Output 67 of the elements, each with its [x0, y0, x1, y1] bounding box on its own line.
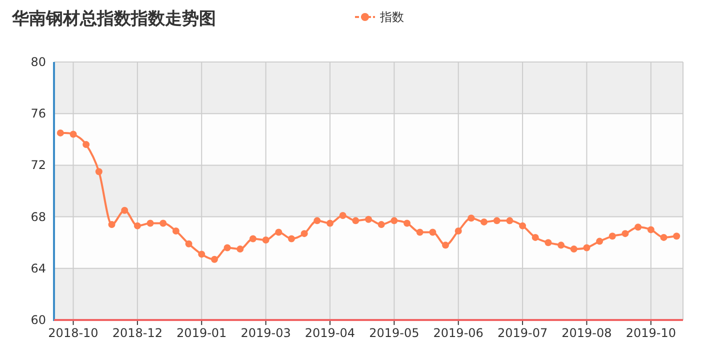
x-tick-label: 2019-04 [304, 326, 356, 340]
point [622, 230, 629, 238]
point [404, 220, 411, 227]
x-tick-label: 2019-08 [562, 326, 612, 340]
y-tick-label: 64 [30, 261, 46, 276]
point [634, 224, 642, 231]
point [185, 240, 192, 248]
point [326, 220, 334, 227]
x-tick-label: 2018-12 [112, 326, 163, 340]
point [468, 214, 475, 222]
legend-label: 指数 [379, 10, 404, 24]
chart-title: 华南钢材总指数指数走势图 [11, 9, 216, 29]
point [570, 246, 578, 253]
point [390, 217, 398, 224]
x-tick-label: 2019-01 [176, 326, 227, 340]
y-tick-label: 72 [30, 158, 46, 172]
y-tick-label: 80 [30, 55, 46, 69]
point [608, 232, 616, 240]
point [352, 217, 360, 224]
point [442, 242, 450, 249]
point [275, 228, 282, 236]
point [300, 230, 308, 238]
point [95, 168, 102, 176]
point [596, 238, 604, 245]
y-tick-label: 60 [30, 313, 46, 327]
point [583, 244, 590, 252]
x-tick-label: 2019-10 [626, 326, 676, 340]
x-tick-label: 2019-03 [240, 326, 291, 340]
point [493, 217, 500, 224]
point [82, 141, 90, 148]
point [160, 220, 167, 227]
point [249, 235, 256, 242]
point [378, 221, 385, 228]
point [262, 236, 270, 244]
point [108, 221, 116, 228]
point [544, 239, 552, 246]
point [172, 227, 180, 234]
point [70, 130, 77, 138]
x-tick-label: 2019-06 [433, 326, 484, 340]
point [198, 250, 206, 258]
point [210, 256, 218, 263]
x-tick-label: 2019-07 [497, 326, 548, 340]
point [532, 234, 539, 241]
point [558, 242, 565, 249]
point [519, 222, 526, 230]
point [339, 212, 346, 220]
point [673, 232, 680, 240]
point [429, 228, 436, 236]
point [288, 235, 295, 242]
point [236, 246, 244, 253]
point [647, 226, 654, 234]
point [146, 220, 154, 227]
y-tick-label: 68 [30, 210, 46, 224]
point [224, 244, 231, 252]
x-tick-label: 2018-10 [48, 326, 98, 340]
point [480, 218, 488, 226]
point [134, 222, 141, 230]
point [365, 216, 372, 223]
point [454, 227, 462, 234]
point [314, 217, 321, 224]
point [660, 234, 668, 241]
point [56, 129, 64, 136]
point [506, 217, 514, 224]
x-tick-label: 2019-05 [369, 326, 420, 340]
point [121, 206, 128, 214]
point [416, 228, 424, 236]
y-tick-label: 76 [30, 106, 46, 121]
